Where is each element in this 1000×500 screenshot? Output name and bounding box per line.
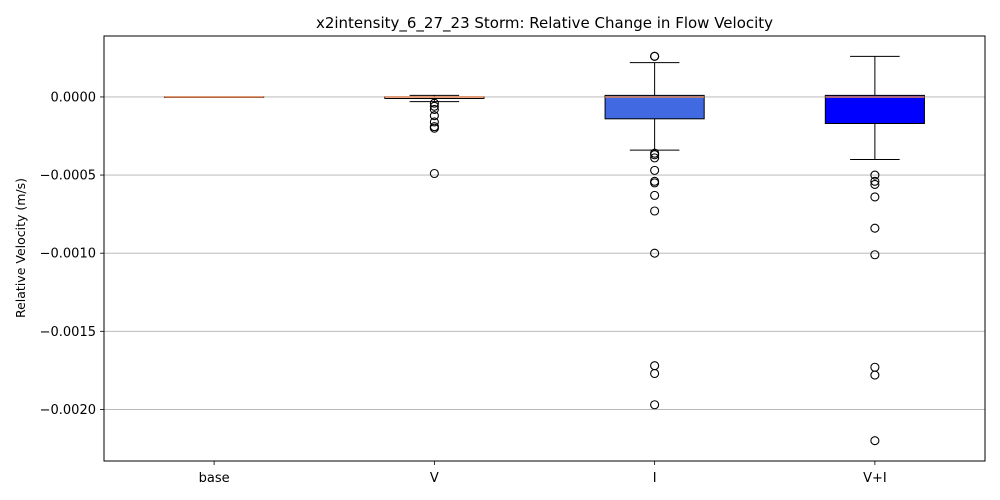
y-axis-label: Relative Velocity (m/s) [13,178,28,318]
x-tick-label-I: I [653,471,657,486]
outlier-point [429,101,439,111]
outlier-point [870,176,880,186]
y-tick-label: −0.0020 [40,403,96,418]
outlier-point [870,370,880,380]
outlier-point [429,111,439,121]
box-V+I [824,55,925,446]
y-tick-label: −0.0005 [40,169,96,184]
y-tick-label: −0.0015 [40,325,96,340]
box-base [164,96,265,98]
y-tick-label: 0.0000 [51,90,97,105]
outlier-point [429,123,439,133]
outlier-point [429,117,439,127]
outlier-point [650,178,660,188]
outlier-point [650,165,660,175]
outlier-point [870,362,880,372]
outlier-point [650,153,660,163]
outlier-point [870,436,880,446]
boxes [164,51,925,446]
box-I [604,51,705,410]
gridlines [104,96,985,410]
outlier-point [650,248,660,258]
outlier-point [870,223,880,233]
box-rect [604,94,705,120]
axes: 0.0000 −0.0005 −0.0010 −0.0015 −0.0020 base V I… [40,35,986,486]
outlier-point [650,400,660,410]
chart-title: x2intensity_6_27_23 Storm: Relative Chan… [316,14,773,33]
outlier-point [870,170,880,180]
outlier-point [650,150,660,160]
outlier-point [650,190,660,200]
y-tick-label: −0.0010 [40,247,96,262]
outlier-point [429,104,439,114]
outlier-point [870,192,880,202]
x-tick-label-V+I: V+I [863,471,887,486]
outlier-point [429,168,439,179]
outlier-point [870,179,880,189]
x-tick-label-V: V [430,471,439,486]
outlier-point [650,361,660,371]
outlier-point [650,206,660,216]
plot-frame [103,35,986,462]
outlier-point [650,51,660,61]
outlier-point [870,250,880,260]
box-V [384,94,485,179]
x-tick-label-base: base [199,471,230,486]
outlier-point [429,98,439,108]
outlier-point [650,368,660,379]
box-rect [824,94,925,124]
